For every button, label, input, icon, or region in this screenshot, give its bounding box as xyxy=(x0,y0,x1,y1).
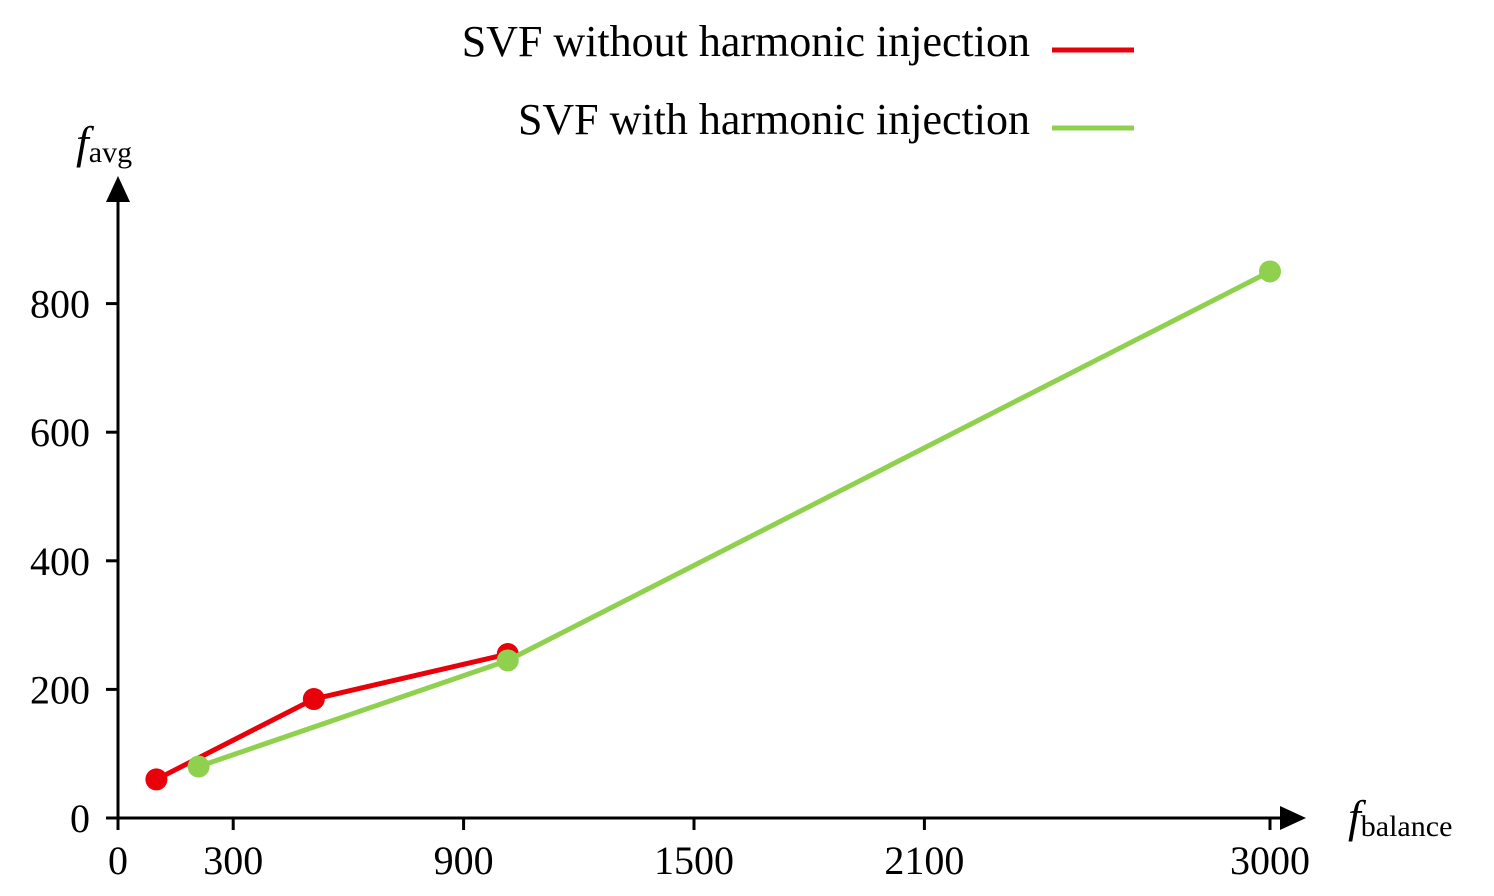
data-point xyxy=(1259,260,1281,283)
legend-entry-1: SVF without harmonic injection xyxy=(462,17,1134,66)
y-tick-label: 200 xyxy=(30,667,90,712)
y-axis-title: favg xyxy=(76,117,132,169)
y-axis-arrow xyxy=(106,176,130,202)
axes: 300 900 1500 2100 3000 00 200 400 600 800 favg fbal… xyxy=(30,117,1452,883)
x-origin-label: 0 xyxy=(108,838,128,883)
x-tick-label: 2100 xyxy=(884,838,964,883)
x-tick-label: 900 xyxy=(434,838,494,883)
series-2 xyxy=(187,260,1281,778)
series-line xyxy=(197,269,1272,769)
data-point xyxy=(302,688,325,711)
y-tick-label: 600 xyxy=(30,410,90,455)
legend: SVF without harmonic injection SVF with h… xyxy=(462,17,1134,144)
series-layer xyxy=(145,260,1281,791)
x-tick-label: 3000 xyxy=(1230,838,1310,883)
x-axis-title: fbalance xyxy=(1348,791,1452,843)
legend-label: SVF with harmonic injection xyxy=(518,95,1030,144)
y-tick-label: 800 xyxy=(30,282,90,327)
data-point xyxy=(187,755,210,778)
data-point xyxy=(145,768,168,791)
x-tick-label: 1500 xyxy=(654,838,734,883)
x-axis-arrow xyxy=(1280,806,1306,830)
legend-entry-2: SVF with harmonic injection xyxy=(518,95,1134,144)
legend-label: SVF without harmonic injection xyxy=(462,17,1030,66)
x-tick-label: 300 xyxy=(203,838,263,883)
y-tick-label: 0 xyxy=(70,796,90,841)
y-tick-label: 400 xyxy=(30,539,90,584)
data-point xyxy=(496,649,519,672)
